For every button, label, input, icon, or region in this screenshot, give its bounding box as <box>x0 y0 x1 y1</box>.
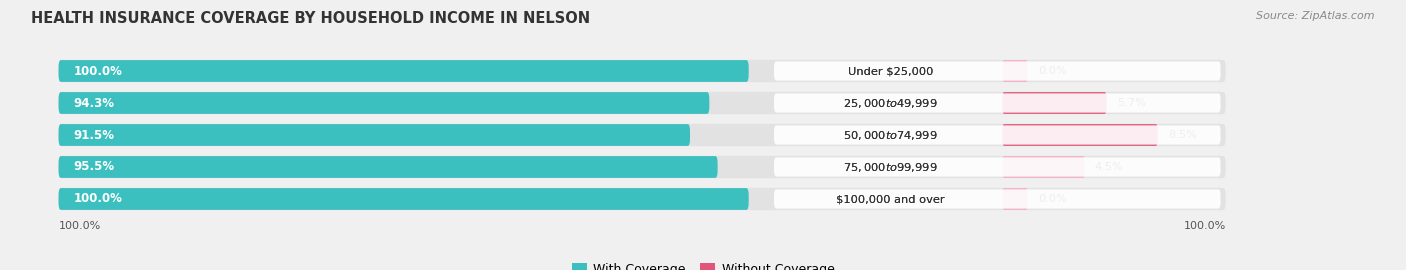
Text: HEALTH INSURANCE COVERAGE BY HOUSEHOLD INCOME IN NELSON: HEALTH INSURANCE COVERAGE BY HOUSEHOLD I… <box>31 11 591 26</box>
Text: 4.5%: 4.5% <box>1095 162 1123 172</box>
Text: 5.7%: 5.7% <box>1116 98 1146 108</box>
Text: $100,000 and over: $100,000 and over <box>837 194 945 204</box>
FancyBboxPatch shape <box>1002 60 1028 82</box>
Text: Under $25,000: Under $25,000 <box>848 66 934 76</box>
Text: $25,000 to $49,999: $25,000 to $49,999 <box>844 96 938 110</box>
FancyBboxPatch shape <box>59 156 1226 178</box>
Text: 100.0%: 100.0% <box>59 221 101 231</box>
FancyBboxPatch shape <box>775 189 1220 209</box>
Text: 95.5%: 95.5% <box>73 160 115 174</box>
FancyBboxPatch shape <box>59 60 748 82</box>
FancyBboxPatch shape <box>1002 188 1028 210</box>
FancyBboxPatch shape <box>775 93 1220 113</box>
FancyBboxPatch shape <box>59 156 717 178</box>
FancyBboxPatch shape <box>59 124 1226 146</box>
Text: 0.0%: 0.0% <box>1038 66 1067 76</box>
Legend: With Coverage, Without Coverage: With Coverage, Without Coverage <box>567 258 839 270</box>
FancyBboxPatch shape <box>775 125 1220 145</box>
FancyBboxPatch shape <box>59 188 748 210</box>
Text: Source: ZipAtlas.com: Source: ZipAtlas.com <box>1257 11 1375 21</box>
Text: $75,000 to $99,999: $75,000 to $99,999 <box>844 160 938 174</box>
Text: $25,000 to $49,999: $25,000 to $49,999 <box>844 96 938 110</box>
Text: 0.0%: 0.0% <box>1038 194 1067 204</box>
Text: 100.0%: 100.0% <box>1184 221 1226 231</box>
FancyBboxPatch shape <box>59 92 1226 114</box>
FancyBboxPatch shape <box>775 61 1220 81</box>
Text: 8.5%: 8.5% <box>1168 130 1197 140</box>
Text: $100,000 and over: $100,000 and over <box>837 194 945 204</box>
Text: 100.0%: 100.0% <box>73 65 122 77</box>
Text: 94.3%: 94.3% <box>73 96 115 110</box>
Text: Under $25,000: Under $25,000 <box>848 66 934 76</box>
FancyBboxPatch shape <box>775 157 1220 177</box>
FancyBboxPatch shape <box>1002 124 1157 146</box>
Text: 100.0%: 100.0% <box>73 193 122 205</box>
FancyBboxPatch shape <box>59 124 690 146</box>
FancyBboxPatch shape <box>1002 156 1084 178</box>
Text: $50,000 to $74,999: $50,000 to $74,999 <box>844 129 938 141</box>
Text: 91.5%: 91.5% <box>73 129 115 141</box>
FancyBboxPatch shape <box>59 92 710 114</box>
FancyBboxPatch shape <box>59 188 1226 210</box>
FancyBboxPatch shape <box>1002 92 1107 114</box>
Text: $75,000 to $99,999: $75,000 to $99,999 <box>844 160 938 174</box>
FancyBboxPatch shape <box>59 60 1226 82</box>
Text: $50,000 to $74,999: $50,000 to $74,999 <box>844 129 938 141</box>
